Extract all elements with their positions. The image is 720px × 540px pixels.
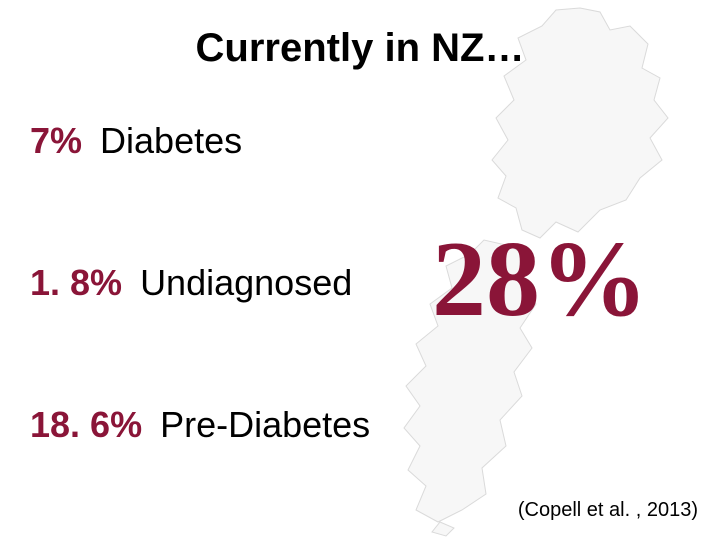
stat-label: Pre-Diabetes [160, 404, 370, 446]
stat-pct: 1. 8% [30, 262, 122, 304]
stat-label: Undiagnosed [140, 262, 352, 304]
stat-label: Diabetes [100, 120, 242, 162]
stat-pct: 18. 6% [30, 404, 142, 446]
stat-pct: 7% [30, 120, 82, 162]
stat-row-prediabetes: 18. 6% Pre-Diabetes [30, 404, 370, 446]
slide: Currently in NZ… 7% Diabetes 1. 8% Undia… [0, 0, 720, 540]
stat-row-diabetes: 7% Diabetes [30, 120, 242, 162]
citation-text: (Copell et al. , 2013) [518, 499, 698, 522]
stat-row-undiagnosed: 1. 8% Undiagnosed [30, 262, 352, 304]
slide-title: Currently in NZ… [0, 26, 720, 71]
total-percentage: 28% [432, 218, 648, 342]
